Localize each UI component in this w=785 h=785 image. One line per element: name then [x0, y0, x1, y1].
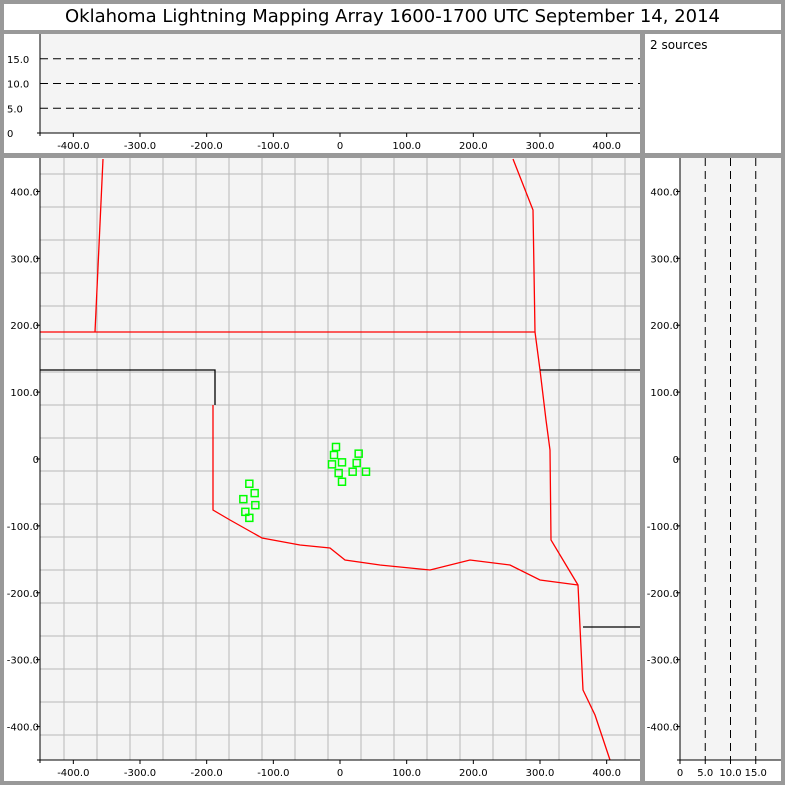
x-tick-label: 200.0: [459, 141, 488, 152]
border-oklahoma-east: [512, 158, 611, 761]
x-tick-label: -200.0: [191, 768, 223, 779]
y-tick-label: -200.0: [647, 589, 679, 600]
lightning-source: [337, 458, 347, 467]
lightning-source: [361, 467, 371, 476]
x-tick-label: 300.0: [526, 768, 555, 779]
y-tick-label: -300.0: [7, 656, 39, 667]
y-tick-label: 400.0: [10, 187, 39, 198]
y-tick-label: 100.0: [10, 388, 39, 399]
y-tick-label: -100.0: [647, 522, 679, 533]
lightning-source: [337, 477, 347, 486]
lightning-source: [245, 479, 254, 488]
y-tick-label: 0: [673, 455, 679, 466]
x-tick-label: 5.0: [697, 768, 713, 779]
altitude-x-panel: -400.0 -300.0 -200.0 -100.0 0 100.0 200.0 300.0…: [4, 34, 640, 153]
lightning-source: [331, 442, 341, 452]
border-colorado-kansas: [94, 158, 104, 333]
y-tick-label: 300.0: [650, 254, 679, 265]
y-tick-label: -400.0: [647, 723, 679, 734]
lightning-source: [250, 488, 259, 498]
lightning-source: [245, 513, 254, 523]
lightning-source: [334, 468, 343, 478]
x-tick-label: -300.0: [124, 141, 156, 152]
lightning-source: [251, 500, 260, 510]
lightning-source: [327, 460, 337, 469]
x-tick-label: -400.0: [57, 768, 89, 779]
border-texas-panhandle: [40, 369, 216, 405]
y-tick-label: 0: [7, 129, 13, 140]
x-tick-label: 100.0: [392, 768, 421, 779]
chart-title: Oklahoma Lightning Mapping Array 1600-17…: [4, 4, 781, 30]
source-count-panel: [645, 34, 781, 153]
x-tick-label: 0: [677, 768, 683, 779]
y-tick-label: 200.0: [650, 321, 679, 332]
x-tick-label: 400.0: [592, 141, 621, 152]
x-tick-label: -200.0: [191, 141, 223, 152]
y-tick-label: 5.0: [7, 104, 23, 115]
x-tick-label: 100.0: [392, 141, 421, 152]
y-tick-label: -100.0: [7, 522, 39, 533]
x-tick-label: 0: [337, 141, 343, 152]
y-tick-label: 0: [33, 455, 39, 466]
y-tick-label: -300.0: [647, 656, 679, 667]
county-borders: [40, 158, 640, 760]
y-tick-label: -400.0: [7, 723, 39, 734]
y-tick-label: 200.0: [10, 321, 39, 332]
x-tick-label: 200.0: [459, 768, 488, 779]
lightning-source: [348, 467, 357, 476]
county-lines: [40, 158, 640, 760]
x-tick-label: 300.0: [526, 141, 555, 152]
y-tick-label: 400.0: [650, 187, 679, 198]
y-tick-label: 10.0: [7, 80, 29, 91]
lightning-source: [354, 449, 363, 458]
border-red-river: [212, 405, 579, 586]
y-tick-label: 15.0: [7, 55, 29, 66]
x-tick-label: -100.0: [257, 768, 289, 779]
lightning-source: [352, 458, 361, 468]
y-tick-label: 300.0: [10, 254, 39, 265]
x-tick-label: -300.0: [124, 768, 156, 779]
y-tick-label: -200.0: [7, 589, 39, 600]
x-tick-label: 0: [337, 768, 343, 779]
x-tick-label: -400.0: [57, 141, 89, 152]
x-tick-label: -100.0: [257, 141, 289, 152]
lightning-source: [239, 494, 248, 504]
y-tick-label: 100.0: [650, 388, 679, 399]
x-tick-label: 15.0: [745, 768, 767, 779]
lightning-source: [329, 450, 339, 460]
altitude-y-panel: 0 5.0 10.0 15.0 -400.0 -300.0 -200.0 -100.0 0 100…: [645, 158, 781, 781]
x-tick-label: 400.0: [592, 768, 621, 779]
map-panel: -400.0 -300.0 -200.0 -100.0 0 100.0 200.0 300.0…: [4, 158, 640, 781]
x-tick-label: 10.0: [719, 768, 741, 779]
source-count: 2 sources: [650, 38, 708, 52]
